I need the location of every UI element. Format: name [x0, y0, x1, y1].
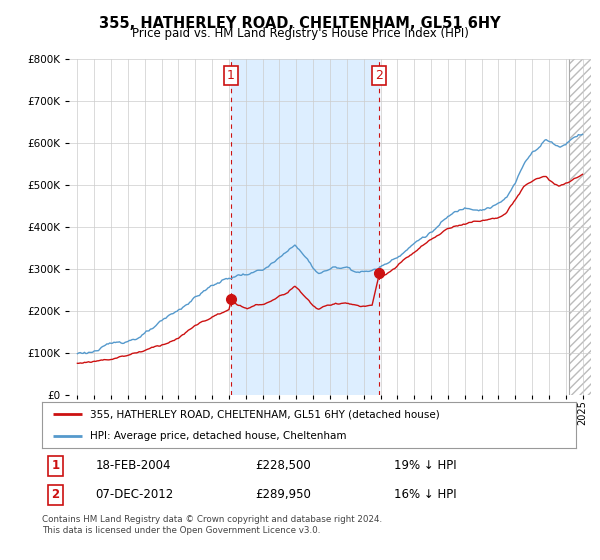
Text: 07-DEC-2012: 07-DEC-2012 — [95, 488, 173, 502]
Text: £228,500: £228,500 — [256, 459, 311, 473]
Text: 19% ↓ HPI: 19% ↓ HPI — [394, 459, 457, 473]
Text: 1: 1 — [227, 69, 235, 82]
Text: £289,950: £289,950 — [256, 488, 311, 502]
Text: 18-FEB-2004: 18-FEB-2004 — [95, 459, 171, 473]
Text: 355, HATHERLEY ROAD, CHELTENHAM, GL51 6HY: 355, HATHERLEY ROAD, CHELTENHAM, GL51 6H… — [99, 16, 501, 31]
Bar — [569, 59, 591, 395]
Text: Price paid vs. HM Land Registry's House Price Index (HPI): Price paid vs. HM Land Registry's House … — [131, 27, 469, 40]
Text: 2: 2 — [51, 488, 59, 502]
Text: HPI: Average price, detached house, Cheltenham: HPI: Average price, detached house, Chel… — [90, 431, 347, 441]
Text: 2: 2 — [375, 69, 383, 82]
Bar — [231, 59, 379, 395]
Text: 16% ↓ HPI: 16% ↓ HPI — [394, 488, 457, 502]
Text: 355, HATHERLEY ROAD, CHELTENHAM, GL51 6HY (detached house): 355, HATHERLEY ROAD, CHELTENHAM, GL51 6H… — [90, 409, 440, 419]
Text: Contains HM Land Registry data © Crown copyright and database right 2024.
This d: Contains HM Land Registry data © Crown c… — [42, 515, 382, 535]
Text: 1: 1 — [51, 459, 59, 473]
